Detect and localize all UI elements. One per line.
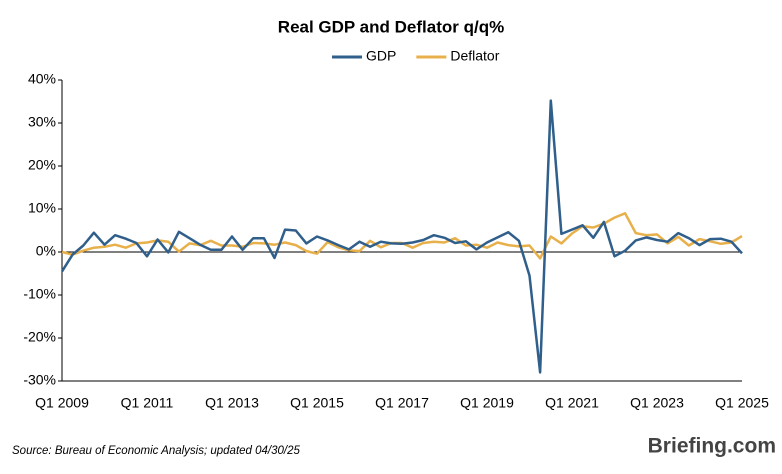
chart-title: Real GDP and Deflator q/q% [278, 17, 504, 36]
x-tick-label: Q1 2015 [290, 395, 344, 411]
x-tick-label: Q1 2009 [35, 395, 89, 411]
brand: Briefing.com [648, 435, 776, 458]
y-tick-label: 20% [28, 157, 56, 173]
y-tick-label: 0% [36, 243, 56, 259]
legend-label: Deflator [450, 48, 499, 64]
y-tick-label: -20% [23, 329, 56, 345]
x-tick-label: Q1 2025 [715, 395, 769, 411]
x-tick-label: Q1 2023 [630, 395, 684, 411]
y-tick-label: -30% [23, 372, 56, 388]
x-tick-label: Q1 2021 [545, 395, 599, 411]
series-line [60, 99, 743, 374]
y-tick-label: 40% [28, 71, 56, 87]
legend-label: GDP [366, 48, 396, 64]
y-tick-label: 30% [28, 114, 56, 130]
x-tick-label: Q1 2013 [205, 395, 259, 411]
x-tick-label: Q1 2017 [375, 395, 429, 411]
y-tick-label: -10% [23, 286, 56, 302]
source: Source: Bureau of Economic Analysis; upd… [12, 445, 300, 457]
x-tick-label: Q1 2011 [121, 395, 174, 411]
x-tick-label: Q1 2019 [460, 395, 514, 411]
y-tick-label: 10% [28, 200, 56, 216]
